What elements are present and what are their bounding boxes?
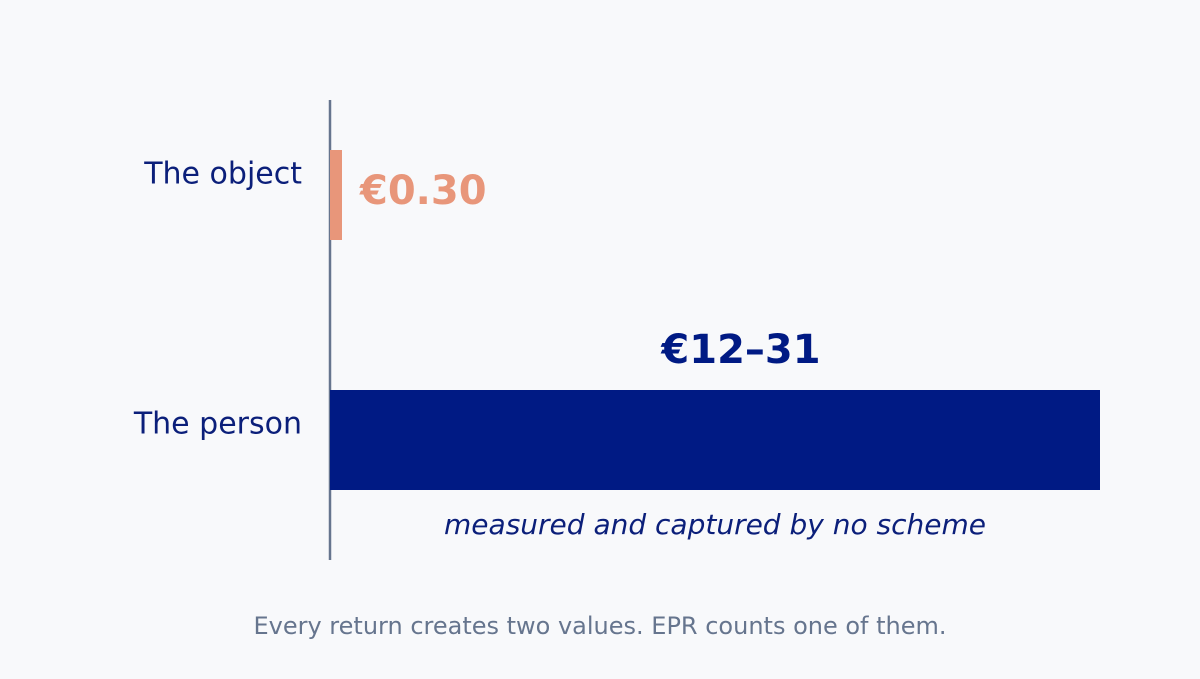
category-label: The person <box>133 407 302 442</box>
bar <box>330 150 342 240</box>
category-label: The object <box>143 157 302 192</box>
value-label: €0.30 <box>359 168 487 214</box>
value-label: €12–31 <box>660 327 820 373</box>
bar <box>330 390 1100 490</box>
caption: Every return creates two values. EPR cou… <box>253 612 946 640</box>
annotation: measured and captured by no scheme <box>444 508 986 541</box>
